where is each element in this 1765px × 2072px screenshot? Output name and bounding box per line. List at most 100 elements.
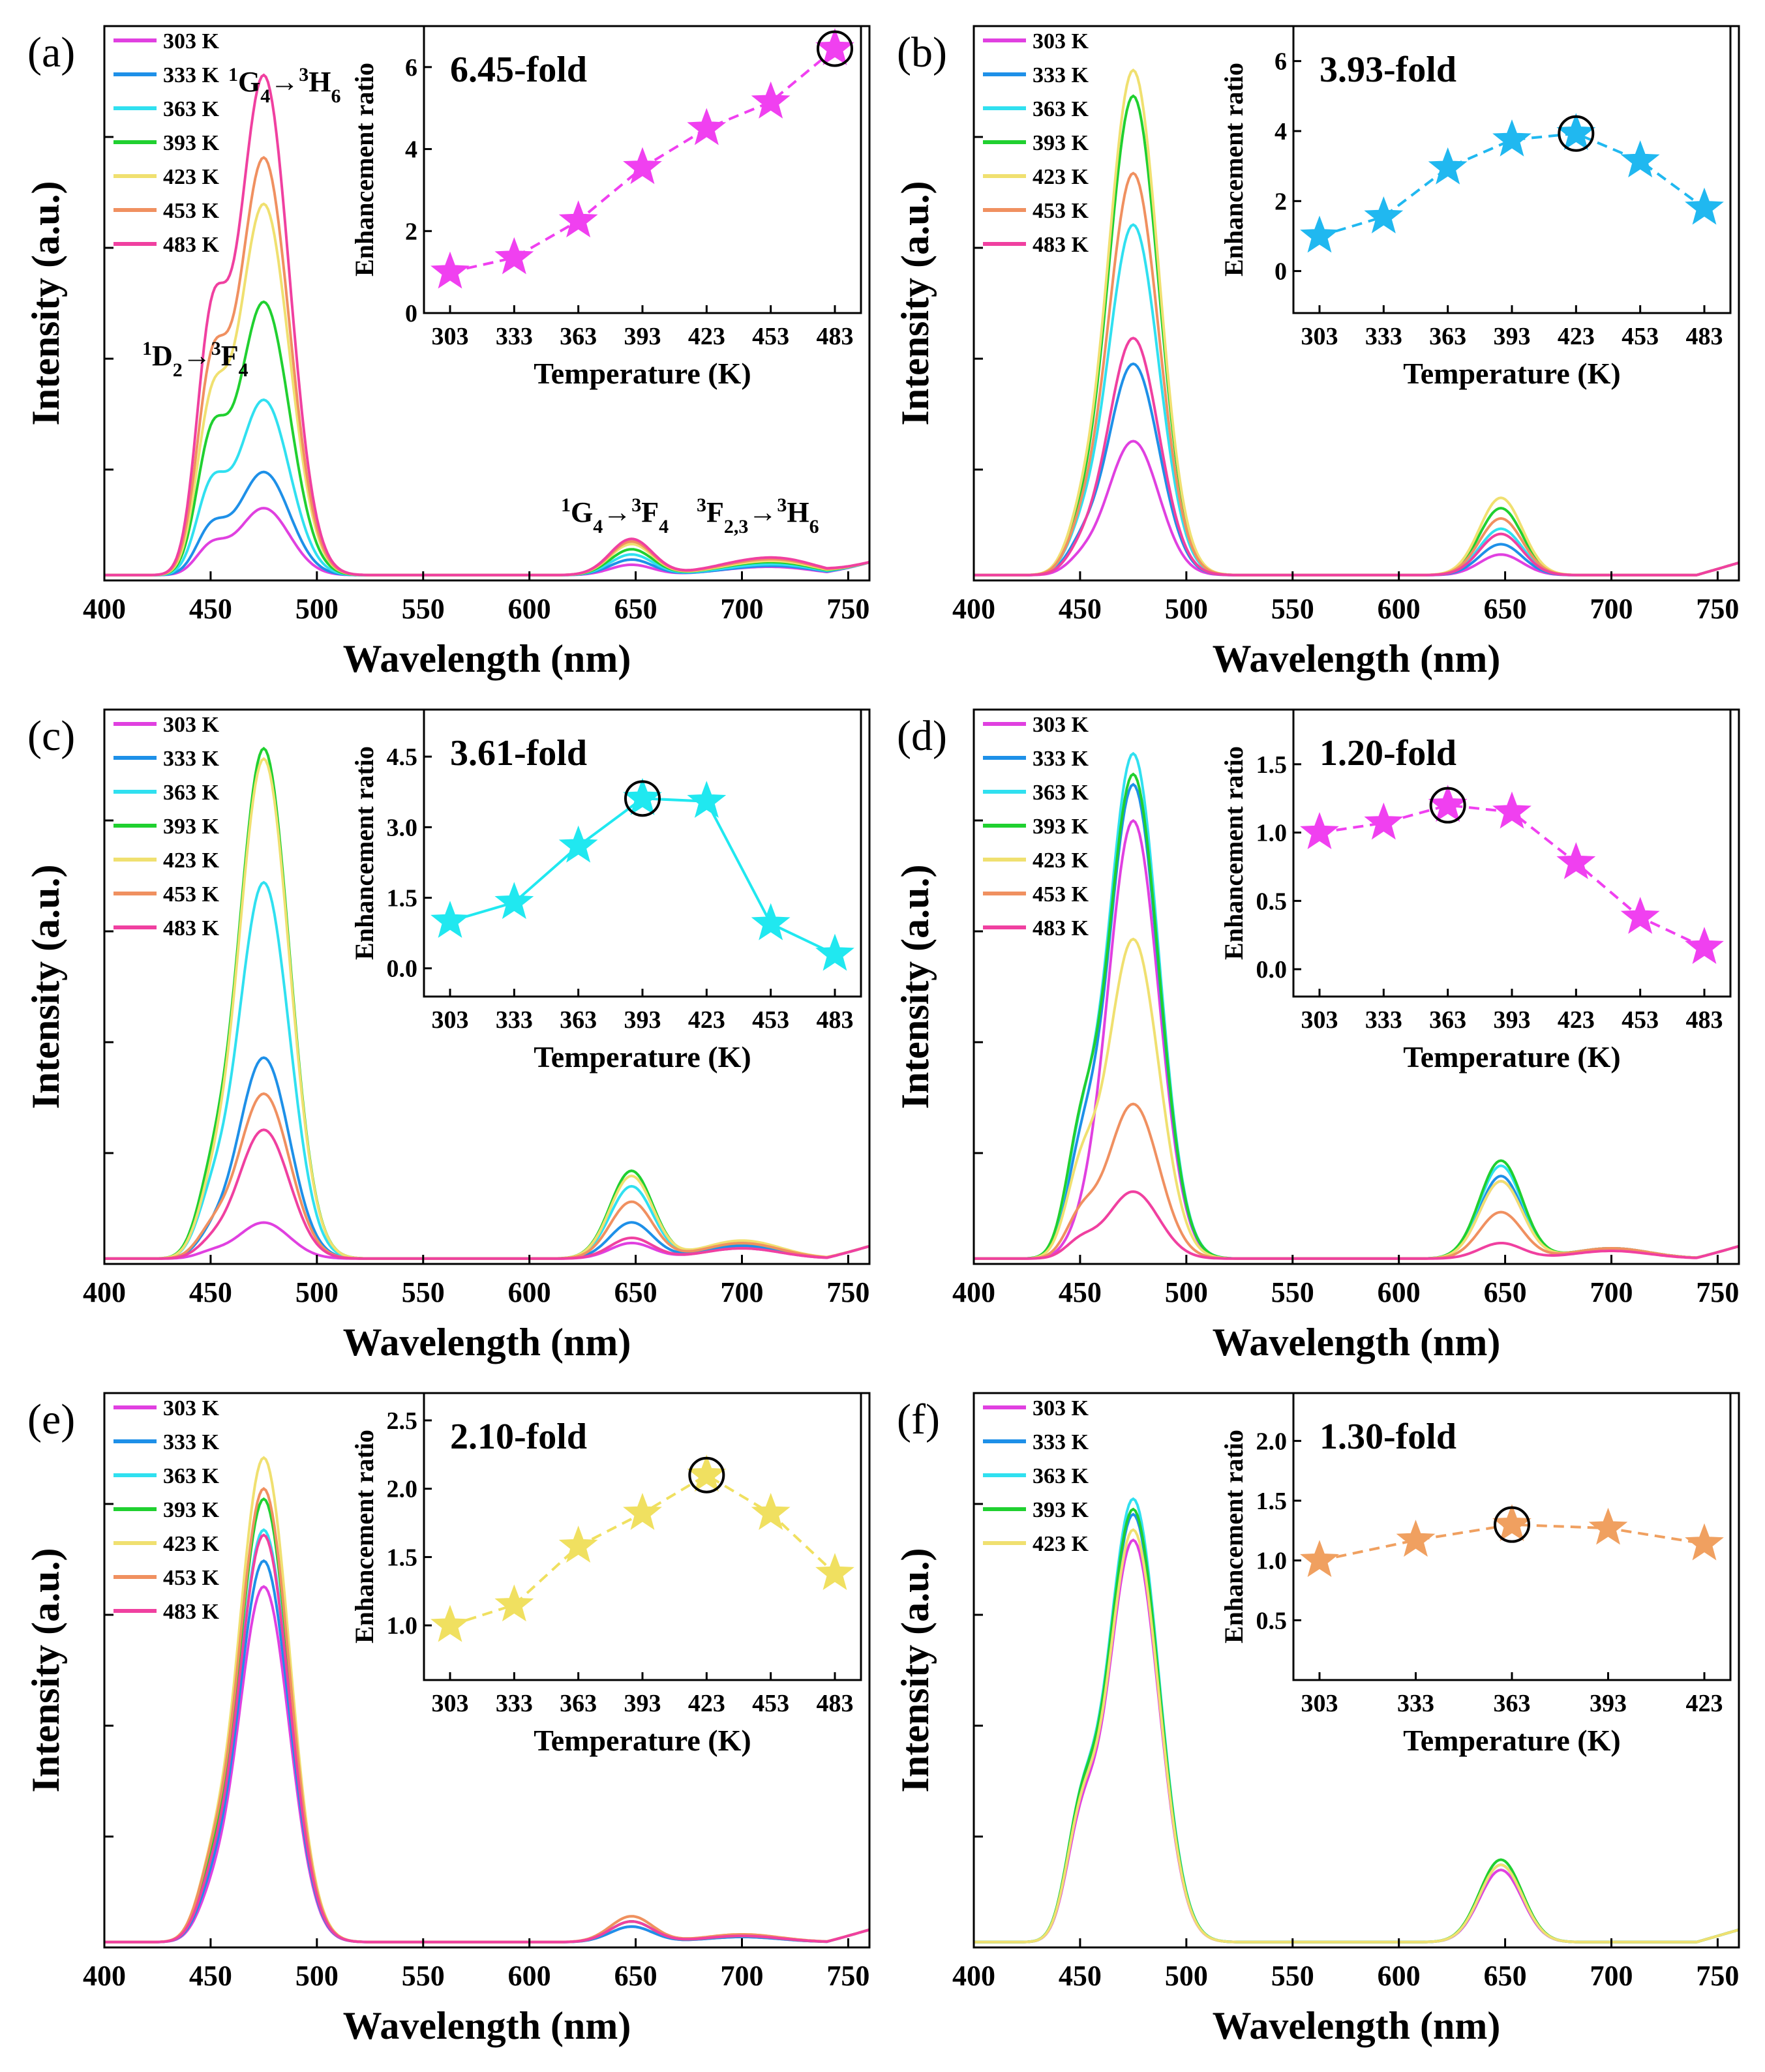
inset-x-tick-label: 453: [752, 323, 789, 350]
x-tick-label: 600: [1378, 593, 1421, 625]
x-axis-label: Wavelength (nm): [1213, 637, 1501, 680]
inset-y-tick-label: 2.0: [387, 1476, 418, 1503]
x-tick-label: 500: [295, 1276, 339, 1308]
inset-star-marker: [623, 1492, 662, 1530]
x-tick-label: 450: [1059, 1276, 1102, 1308]
y-axis-label: Intensity (a.u.): [894, 864, 937, 1109]
inset-y-tick-label: 2.0: [1256, 1428, 1288, 1455]
inset-star-marker: [1556, 842, 1596, 880]
y-axis-label: Intensity (a.u.): [894, 181, 937, 425]
legend-label: 363 K: [163, 781, 220, 805]
inset-x-tick-label: 393: [1494, 323, 1531, 350]
inset-x-tick-label: 333: [1365, 1006, 1402, 1034]
inset-star-marker: [687, 781, 727, 818]
legend-label: 393 K: [1033, 1498, 1089, 1522]
x-tick-label: 550: [402, 1960, 445, 1992]
inset-star-marker: [558, 1525, 598, 1563]
inset-star-marker: [751, 81, 791, 119]
inset-star-marker: [687, 108, 727, 145]
inset-x-tick-label: 363: [1494, 1690, 1531, 1717]
inset-y-tick-label: 4: [1275, 118, 1287, 145]
inset-star-marker: [430, 251, 470, 289]
inset-star-marker: [815, 933, 854, 971]
inset-x-tick-label: 363: [560, 323, 597, 350]
inset-star-marker: [815, 28, 854, 65]
inset-chart: 1.0 1.5 2.0 2.5 303 333 363 393 423 453 483 2.10-fo…: [350, 1392, 862, 1757]
inset-x-tick-label: 303: [432, 1690, 469, 1717]
x-tick-label: 550: [402, 593, 445, 625]
legend-label: 483 K: [1033, 916, 1089, 940]
x-tick-label: 450: [1059, 593, 1102, 625]
inset-x-tick-label: 393: [624, 323, 661, 350]
x-tick-label: 750: [1696, 1276, 1739, 1308]
legend-label: 423 K: [163, 848, 220, 873]
x-axis-label: Wavelength (nm): [1213, 2004, 1501, 2047]
x-tick-label: 700: [1590, 1276, 1633, 1308]
legend-label: 453 K: [163, 1566, 220, 1590]
legend-label: 363 K: [1033, 781, 1089, 805]
legend-label: 483 K: [163, 1600, 220, 1624]
inset-x-axis-label: Temperature (K): [534, 1040, 751, 1074]
inset-x-tick-label: 333: [1365, 323, 1402, 350]
transition-annotation: 1G4→3H6: [228, 64, 340, 107]
inset-star-marker: [1685, 1523, 1724, 1561]
inset-y-tick-label: 0.0: [1256, 956, 1288, 983]
legend-label: 393 K: [163, 131, 220, 155]
fold-label: 3.93-fold: [1320, 50, 1456, 90]
inset-chart: 0.5 1.0 1.5 2.0 303 333 363 393 423 1.30-fold Temp…: [1219, 1392, 1732, 1757]
inset-star-marker: [558, 200, 598, 237]
inset-x-tick-label: 483: [1686, 1006, 1723, 1034]
inset-y-tick-label: 6: [405, 54, 417, 82]
inset-x-tick-label: 393: [1494, 1006, 1531, 1034]
inset-y-tick-label: 0.0: [387, 955, 418, 983]
inset-star-marker: [1685, 187, 1724, 225]
inset-x-tick-label: 423: [688, 1006, 725, 1034]
inset-x-tick-label: 363: [1429, 1006, 1466, 1034]
legend-label: 423 K: [1033, 165, 1089, 189]
spectrum-line-333K: [104, 1056, 870, 1260]
panel-label: (c): [27, 712, 75, 760]
transition-annotation: 3F2,3→3H6: [697, 494, 819, 537]
inset-x-tick-label: 393: [624, 1690, 661, 1717]
spectrum-line-483K: [104, 73, 870, 577]
legend-label: 423 K: [1033, 848, 1089, 873]
inset-star-marker: [430, 901, 470, 938]
highlight-circle: [1558, 115, 1595, 152]
x-tick-label: 700: [721, 1276, 764, 1308]
inset-y-axis-label: Enhancement ratio: [350, 1430, 379, 1644]
x-tick-label: 650: [614, 1276, 657, 1308]
inset-x-tick-label: 483: [817, 1006, 854, 1034]
fold-label: 1.20-fold: [1320, 733, 1456, 773]
legend-label: 303 K: [1033, 713, 1089, 737]
highlight-circle: [624, 780, 661, 817]
highlight-circle: [688, 1456, 725, 1494]
inset-x-tick-label: 303: [1301, 323, 1338, 350]
x-tick-label: 700: [1590, 593, 1633, 625]
inset-star-marker: [1556, 113, 1596, 151]
legend-label: 453 K: [163, 882, 220, 907]
x-tick-label: 500: [1165, 1960, 1208, 1992]
inset-y-tick-label: 1.5: [1256, 751, 1288, 779]
inset-x-axis-label: Temperature (K): [534, 1724, 751, 1757]
x-tick-label: 750: [826, 1276, 869, 1308]
inset-star-marker: [751, 1492, 791, 1530]
inset-y-tick-label: 1.0: [1256, 1548, 1288, 1575]
inset-chart: 0.0 0.5 1.0 1.5 303 333 363 393 423 453 483 1.20-fo…: [1219, 708, 1732, 1074]
x-tick-label: 700: [721, 1960, 764, 1992]
inset-y-axis-label: Enhancement ratio: [350, 63, 379, 277]
inset-x-tick-label: 333: [496, 1690, 533, 1717]
fold-label: 3.61-fold: [450, 733, 587, 773]
legend-label: 333 K: [163, 1430, 220, 1454]
inset-y-tick-label: 1.0: [387, 1612, 418, 1640]
x-axis-label: Wavelength (nm): [343, 2004, 631, 2047]
inset-star-marker: [1364, 196, 1404, 233]
inset-y-tick-label: 3.0: [387, 814, 418, 841]
panel-label: (a): [27, 29, 75, 76]
legend-label: 333 K: [163, 63, 220, 87]
inset-frame: [423, 1392, 862, 1681]
x-tick-label: 600: [508, 1276, 551, 1308]
highlight-circle: [1494, 1506, 1530, 1543]
panel-d: 400 450 500 550 600 650 700 750 Wavelength (nm) I…: [894, 708, 1740, 1364]
inset-x-tick-label: 363: [1429, 323, 1466, 350]
inset-frame: [1292, 25, 1732, 314]
